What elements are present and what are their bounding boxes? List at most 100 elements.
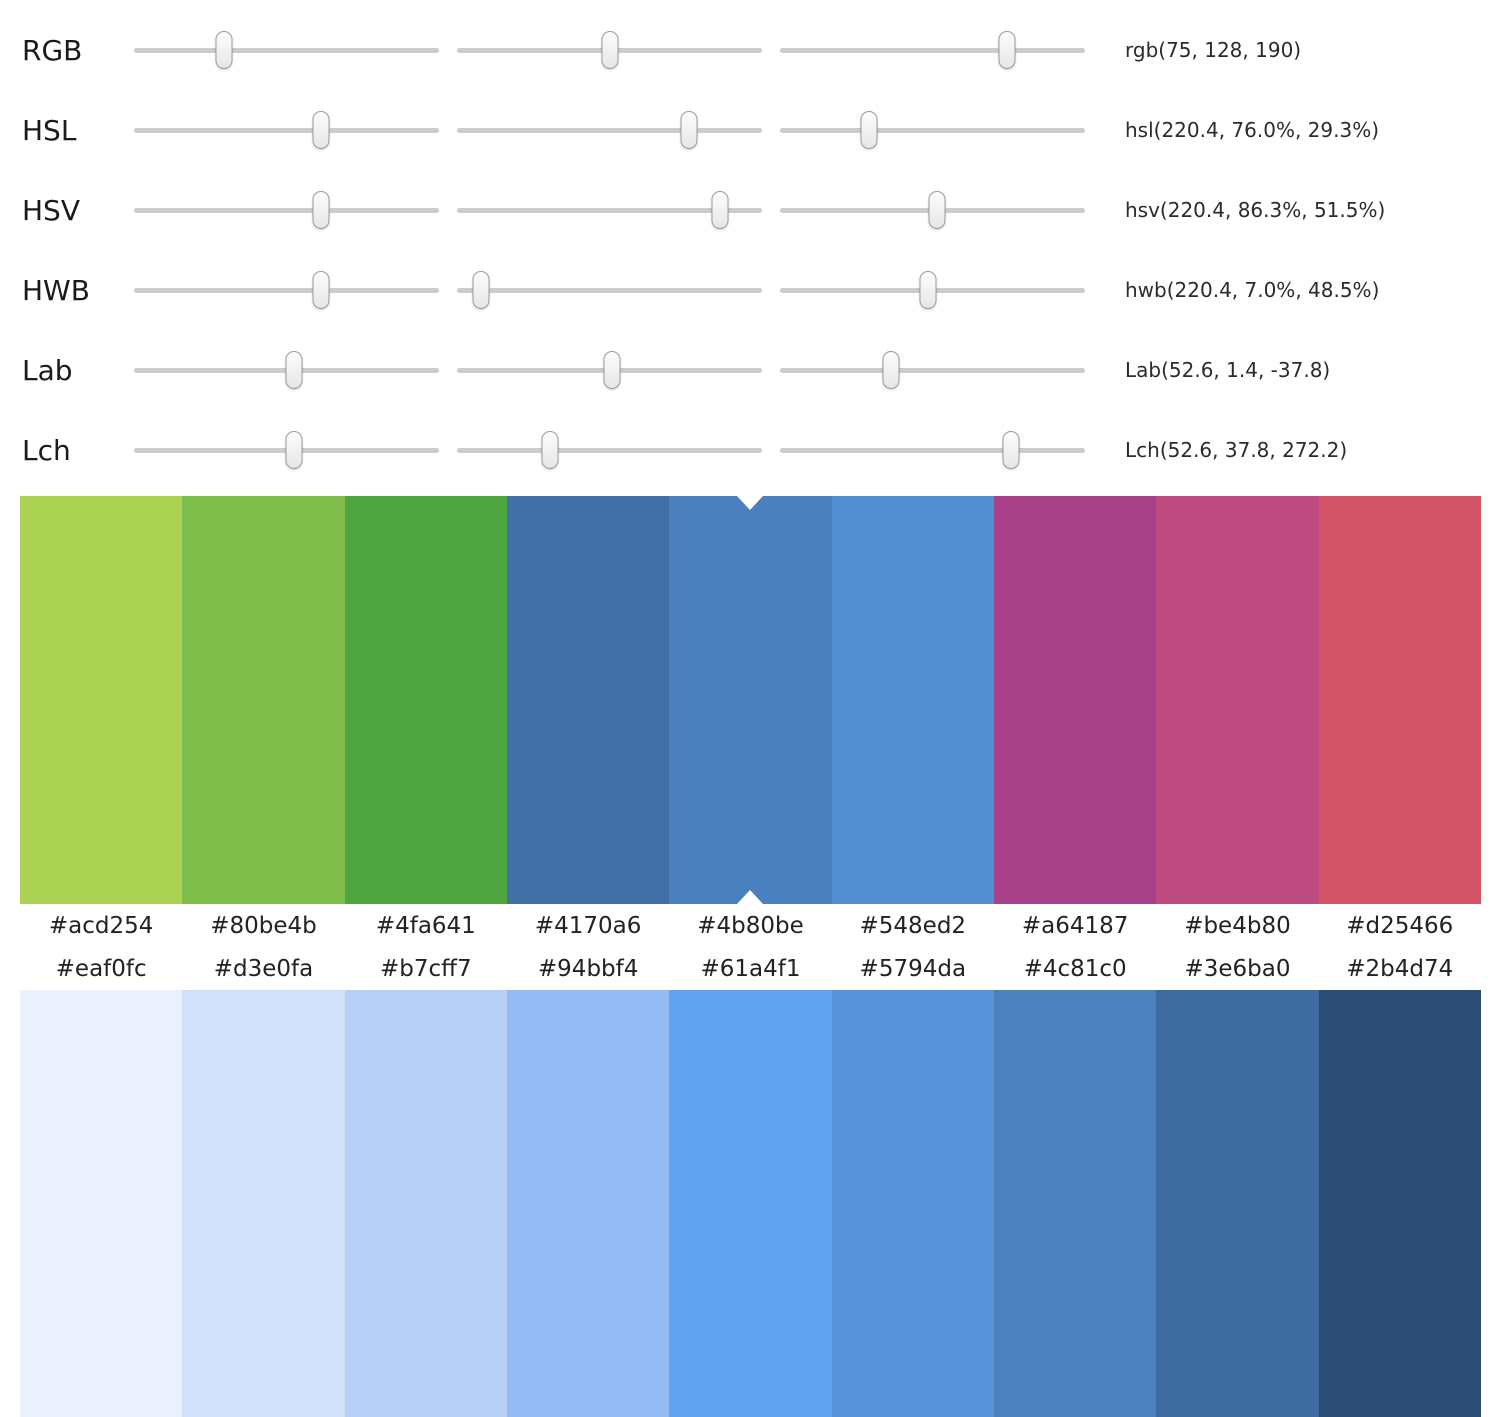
slider-thumb[interactable]	[312, 111, 330, 149]
shade-swatch-0[interactable]	[20, 990, 183, 1417]
harmony-swatch-2[interactable]	[344, 496, 507, 904]
slider-thumb[interactable]	[603, 351, 621, 389]
slider-thumb[interactable]	[472, 271, 490, 309]
slider-track[interactable]	[780, 127, 1085, 133]
harmony-swatch-4[interactable]	[669, 496, 832, 904]
lch-slider-3[interactable]	[780, 428, 1085, 472]
slider-thumb[interactable]	[1002, 431, 1020, 469]
hsl-slider-1[interactable]	[134, 108, 439, 152]
slider-row-hwb: HWB hwb(220.4, 7.0%, 48.5%)	[0, 250, 1501, 330]
shade-swatch-1[interactable]	[182, 990, 345, 1417]
shade-swatch-4[interactable]	[669, 990, 832, 1417]
hsv-slider-1[interactable]	[134, 188, 439, 232]
lch-slider-2[interactable]	[457, 428, 762, 472]
shade-hex-label: #94bbf4	[537, 955, 639, 982]
slider-row-label: Lch	[22, 433, 71, 467]
slider-track[interactable]	[457, 127, 762, 133]
shade-swatch-3[interactable]	[506, 990, 670, 1417]
slider-track[interactable]	[457, 287, 762, 293]
slider-row-label: HSL	[22, 113, 77, 147]
rgb-slider-3[interactable]	[780, 28, 1085, 72]
slider-thumb[interactable]	[680, 111, 698, 149]
slider-row-label: Lab	[22, 353, 73, 387]
slider-row-lab: Lab Lab(52.6, 1.4, -37.8)	[0, 330, 1501, 410]
harmony-swatch-0[interactable]	[20, 496, 183, 904]
slider-row-value: hwb(220.4, 7.0%, 48.5%)	[1125, 278, 1380, 302]
hsv-slider-3[interactable]	[780, 188, 1085, 232]
slider-thumb[interactable]	[860, 111, 878, 149]
shade-swatch-6[interactable]	[993, 990, 1157, 1417]
lch-slider-1[interactable]	[134, 428, 439, 472]
shade-hex-label: #d3e0fa	[213, 955, 314, 982]
slider-thumb[interactable]	[711, 191, 729, 229]
selected-swatch-notch-top-icon	[737, 496, 764, 510]
slider-thumb[interactable]	[928, 191, 946, 229]
slider-track[interactable]	[457, 207, 762, 213]
slider-thumb[interactable]	[312, 191, 330, 229]
slider-thumb[interactable]	[215, 31, 233, 69]
slider-thumb[interactable]	[919, 271, 937, 309]
selected-swatch-notch-bottom-icon	[737, 890, 764, 904]
shade-hex-label: #4c81c0	[1023, 955, 1127, 982]
hwb-slider-3[interactable]	[780, 268, 1085, 312]
slider-track[interactable]	[134, 287, 439, 293]
hsl-slider-2[interactable]	[457, 108, 762, 152]
harmony-hex-label-row: #acd254 #80be4b #4fa641 #4170a6 #4b80be #548e…	[20, 904, 1481, 947]
slider-track[interactable]	[780, 47, 1085, 53]
harmony-swatch-7[interactable]	[1156, 496, 1319, 904]
slider-thumb[interactable]	[541, 431, 559, 469]
shade-hex-label: #eaf0fc	[55, 955, 147, 982]
slider-track[interactable]	[780, 447, 1085, 453]
lab-slider-3[interactable]	[780, 348, 1085, 392]
harmony-swatch-6[interactable]	[993, 496, 1157, 904]
harmony-swatch-8[interactable]	[1318, 496, 1481, 904]
harmony-swatch-1[interactable]	[182, 496, 345, 904]
slider-track[interactable]	[134, 207, 439, 213]
slider-row-rgb: RGB rgb(75, 128, 190)	[0, 10, 1501, 90]
harmony-hex-label: #be4b80	[1184, 912, 1291, 939]
slider-track[interactable]	[134, 47, 439, 53]
slider-row-value: hsv(220.4, 86.3%, 51.5%)	[1125, 198, 1386, 222]
slider-thumb[interactable]	[882, 351, 900, 389]
slider-row-value: rgb(75, 128, 190)	[1125, 38, 1302, 62]
harmony-hex-label: #d25466	[1346, 912, 1454, 939]
slider-thumb[interactable]	[998, 31, 1016, 69]
shade-hex-label-row: #eaf0fc #d3e0fa #b7cff7 #94bbf4 #61a4f1 #5794…	[20, 947, 1481, 990]
harmony-hex-label: #acd254	[48, 912, 154, 939]
lab-slider-1[interactable]	[134, 348, 439, 392]
slider-thumb[interactable]	[601, 31, 619, 69]
slider-row-label: HSV	[22, 193, 80, 227]
hwb-slider-1[interactable]	[134, 268, 439, 312]
harmony-swatch-3[interactable]	[506, 496, 670, 904]
slider-track[interactable]	[457, 447, 762, 453]
harmony-hex-label: #4170a6	[534, 912, 642, 939]
shade-swatch-5[interactable]	[831, 990, 994, 1417]
slider-row-hsv: HSV hsv(220.4, 86.3%, 51.5%)	[0, 170, 1501, 250]
rgb-slider-2[interactable]	[457, 28, 762, 72]
harmony-swatch-5[interactable]	[831, 496, 994, 904]
slider-track[interactable]	[134, 127, 439, 133]
hsv-slider-2[interactable]	[457, 188, 762, 232]
lab-slider-2[interactable]	[457, 348, 762, 392]
slider-thumb[interactable]	[285, 431, 303, 469]
shade-hex-label: #5794da	[859, 955, 967, 982]
harmony-hex-label: #4b80be	[697, 912, 804, 939]
slider-row-label: HWB	[22, 273, 90, 307]
slider-row-value: hsl(220.4, 76.0%, 29.3%)	[1125, 118, 1380, 142]
shade-hex-label: #b7cff7	[380, 955, 472, 982]
slider-row-lch: Lch Lch(52.6, 37.8, 272.2)	[0, 410, 1501, 490]
shade-palette-strip	[20, 990, 1481, 1417]
shade-swatch-2[interactable]	[344, 990, 507, 1417]
harmony-hex-label: #548ed2	[859, 912, 967, 939]
harmony-palette-strip	[20, 496, 1481, 904]
rgb-slider-1[interactable]	[134, 28, 439, 72]
shade-swatch-8[interactable]	[1318, 990, 1481, 1417]
slider-thumb[interactable]	[312, 271, 330, 309]
harmony-hex-label: #80be4b	[210, 912, 317, 939]
harmony-hex-label: #4fa641	[375, 912, 476, 939]
shade-swatch-7[interactable]	[1156, 990, 1319, 1417]
hsl-slider-3[interactable]	[780, 108, 1085, 152]
hwb-slider-2[interactable]	[457, 268, 762, 312]
slider-track[interactable]	[780, 367, 1085, 373]
slider-thumb[interactable]	[285, 351, 303, 389]
